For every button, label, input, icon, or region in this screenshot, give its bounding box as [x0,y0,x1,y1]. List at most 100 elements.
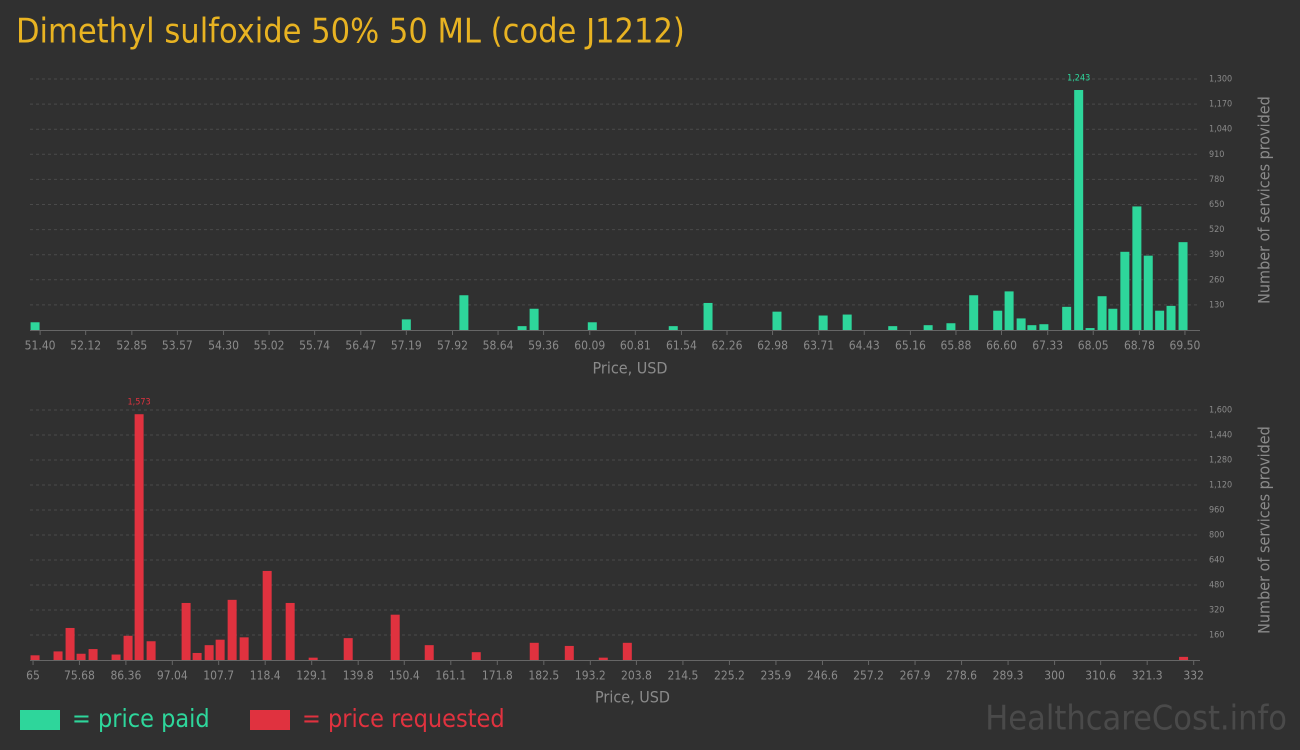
bar [424,645,434,660]
x-tick-label: 193.2 [575,669,606,683]
bar [134,414,144,660]
bar [239,637,249,660]
y-tick-label: 1,440 [1209,431,1232,441]
bar [204,645,214,660]
x-tick-label: 267.9 [900,669,931,683]
x-tick-label: 65.16 [895,339,926,353]
bar [946,323,956,330]
bar [888,326,898,330]
x-tick-label: 235.9 [760,669,791,683]
bar [215,639,225,660]
y-axis-title: Number of services provided [1255,426,1274,634]
x-tick-label: 129.1 [296,669,327,683]
bar [401,319,411,330]
x-tick-label: 57.92 [437,339,468,353]
bar [123,635,133,660]
bar [76,653,86,660]
x-tick-label: 52.12 [70,339,101,353]
bar [1132,206,1142,330]
bar [1155,310,1165,330]
bar [668,326,678,330]
x-tick-label: 65.88 [941,339,972,353]
legend-label: = price requested [302,704,505,733]
x-tick-label: 75.68 [64,669,95,683]
x-tick-label: 62.26 [712,339,743,353]
bar [529,308,539,330]
legend-swatch [20,710,60,730]
x-tick-label: 56.47 [345,339,376,353]
y-tick-label: 960 [1209,506,1224,516]
bar [285,602,295,660]
bar [111,654,121,660]
bar [842,314,852,330]
bar [1074,90,1084,330]
bar [30,655,40,660]
legend-swatch [250,710,290,730]
bar [262,570,272,660]
bar [1062,306,1072,330]
y-tick-label: 1,280 [1209,456,1232,466]
bar [192,652,202,660]
bar [30,322,40,330]
y-tick-label: 260 [1209,275,1224,285]
x-tick-label: 69.50 [1169,339,1200,353]
bar [1039,324,1049,330]
bar [1120,251,1130,330]
bar [703,302,713,330]
x-tick-label: 257.2 [853,669,884,683]
bar [390,614,400,660]
bar [1004,291,1014,330]
bar [993,310,1003,330]
bar [529,642,539,660]
x-tick-label: 59.36 [528,339,559,353]
page-title: Dimethyl sulfoxide 50% 50 ML (code J1212… [16,12,685,52]
y-tick-label: 160 [1209,631,1224,641]
bar [227,599,237,660]
x-tick-label: 60.81 [620,339,651,353]
bar [772,311,782,330]
bar [308,657,318,660]
bar [146,641,156,660]
x-tick-label: 86.36 [110,669,141,683]
y-tick-label: 1,170 [1209,100,1232,110]
x-tick-label: 182.5 [528,669,559,683]
y-tick-label: 520 [1209,225,1224,235]
bar [459,295,469,330]
x-tick-label: 332 [1183,669,1204,683]
x-axis-title: Price, USD [595,688,670,707]
y-tick-label: 1,300 [1209,75,1232,85]
x-tick-label: 246.6 [807,669,838,683]
bar [1097,296,1107,330]
value-label: 1,243 [1067,74,1090,84]
legend-label: = price paid [72,704,210,733]
value-label: 1,573 [128,398,151,408]
x-tick-label: 68.78 [1124,339,1155,353]
x-tick-label: 150.4 [389,669,420,683]
bar [1027,325,1037,330]
y-tick-label: 800 [1209,531,1224,541]
bar [1108,308,1118,330]
y-tick-label: 390 [1209,250,1224,260]
y-axis-title: Number of services provided [1255,96,1274,304]
bar [88,649,98,660]
x-tick-label: 203.8 [621,669,652,683]
x-tick-label: 225.2 [714,669,745,683]
x-tick-label: 97.04 [157,669,188,683]
bar [471,652,481,660]
x-tick-label: 53.57 [162,339,193,353]
x-tick-label: 55.74 [299,339,330,353]
x-tick-label: 118.4 [250,669,281,683]
bar [622,642,632,660]
y-tick-label: 640 [1209,556,1224,566]
x-tick-label: 139.8 [343,669,374,683]
bar [587,322,597,330]
x-tick-label: 62.98 [757,339,788,353]
x-tick-label: 300 [1044,669,1065,683]
bar [598,657,608,660]
bar [65,627,75,660]
x-tick-label: 51.40 [25,339,56,353]
bar [53,651,63,660]
bar [181,602,191,660]
y-tick-label: 780 [1209,175,1224,185]
